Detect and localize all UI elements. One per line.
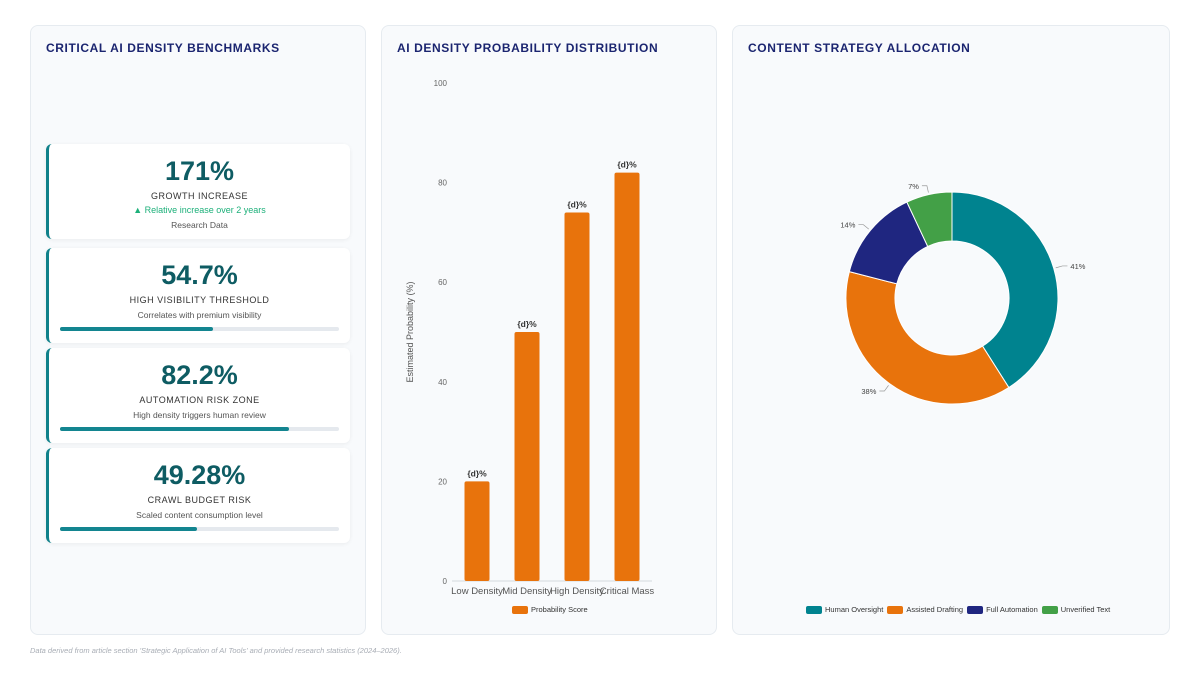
donut-label-leader bbox=[879, 385, 889, 392]
donut-label-leader bbox=[921, 185, 929, 193]
progress-fill bbox=[60, 327, 213, 331]
card-subtitle: Scaled content consumption level bbox=[136, 510, 263, 520]
legend-label: Assisted Drafting bbox=[906, 605, 964, 614]
card-value: 54.7% bbox=[161, 260, 238, 290]
progress-fill bbox=[60, 527, 198, 531]
y-tick-label: 40 bbox=[438, 378, 447, 387]
bar-2 bbox=[514, 332, 540, 581]
donut-data-label: 38% bbox=[861, 387, 876, 396]
donut-label-leader bbox=[858, 224, 870, 230]
bar-4 bbox=[614, 172, 640, 581]
footer-note: Data derived from article section 'Strat… bbox=[30, 646, 402, 655]
card-label: CRAWL BUDGET RISK bbox=[147, 495, 252, 505]
progress-track bbox=[60, 327, 339, 331]
legend-swatch bbox=[1041, 605, 1058, 614]
donut-chart: 41% 38% 14% 7% bbox=[840, 182, 1086, 405]
card-label: AUTOMATION RISK ZONE bbox=[139, 395, 260, 405]
benchmarks-panel: CRITICAL AI DENSITY BENCHMARKS 171% GROW… bbox=[30, 25, 366, 635]
benchmarks-title: CRITICAL AI DENSITY BENCHMARKS bbox=[46, 41, 280, 55]
legend-item-unverified-text: Unverified Text bbox=[1041, 605, 1111, 614]
legend-label: Full Automation bbox=[986, 605, 1038, 614]
y-tick-label: 0 bbox=[443, 577, 448, 586]
donut-slice-1 bbox=[951, 191, 1059, 389]
automation-card: 82.2% AUTOMATION RISK ZONE High density … bbox=[46, 348, 350, 443]
bar-chart: 0 20 40 60 80 100 Estimated Probability (%) {d}… bbox=[405, 79, 655, 597]
donut-slice-4 bbox=[906, 191, 953, 248]
bar-data-label: {d}% bbox=[517, 319, 537, 329]
donut-slice-2 bbox=[845, 271, 1010, 405]
card-label: HIGH VISIBILITY THRESHOLD bbox=[129, 295, 270, 305]
progress-fill bbox=[60, 427, 290, 431]
bar-data-label: {d}% bbox=[617, 160, 637, 170]
donut-legend: Human Oversight Assisted Drafting Full A… bbox=[806, 605, 1114, 614]
card-subtitle: High density triggers human review bbox=[133, 410, 266, 420]
legend-item-full-automation: Full Automation bbox=[967, 605, 1038, 614]
card-label: GROWTH INCREASE bbox=[150, 191, 248, 201]
legend-item-assisted-drafting: Assisted Drafting bbox=[887, 605, 963, 614]
allocation-title: CONTENT STRATEGY ALLOCATION bbox=[748, 41, 971, 55]
legend-swatch bbox=[887, 605, 904, 614]
donut-data-label: 7% bbox=[908, 182, 919, 191]
card-value: 49.28% bbox=[153, 460, 246, 490]
trend-indicator: ▲ Relative increase over 2 years bbox=[133, 205, 266, 215]
legend-swatch bbox=[967, 605, 984, 614]
allocation-panel: CONTENT STRATEGY ALLOCATION 41% 38% 14% 7% … bbox=[732, 25, 1170, 635]
bar-legend: Probability Score bbox=[512, 605, 588, 614]
growth-card: 171% GROWTH INCREASE ▲ Relative increase… bbox=[46, 144, 350, 239]
card-source: Research Data bbox=[171, 220, 228, 230]
bar-data-label: {d}% bbox=[567, 199, 587, 209]
bar-3 bbox=[564, 212, 590, 582]
legend-swatch bbox=[806, 605, 822, 614]
y-tick-label: 100 bbox=[434, 79, 448, 88]
card-value: 171% bbox=[164, 156, 235, 186]
distribution-panel: AI DENSITY PROBABILITY DISTRIBUTION 0 20 4… bbox=[381, 25, 717, 635]
card-subtitle: Correlates with premium visibility bbox=[137, 310, 262, 320]
card-value: 82.2% bbox=[161, 360, 238, 390]
donut-label-leader bbox=[1055, 265, 1068, 269]
legend-swatch-probability bbox=[512, 605, 528, 614]
y-tick-label: 20 bbox=[438, 477, 447, 486]
legend-label: Human Oversight bbox=[825, 605, 884, 614]
legend-label: Unverified Text bbox=[1060, 605, 1111, 614]
progress-track bbox=[60, 527, 339, 531]
donut-data-label: 14% bbox=[840, 221, 855, 230]
visibility-card: 54.7% HIGH VISIBILITY THRESHOLD Correlat… bbox=[46, 248, 350, 343]
x-tick-label: Mid Density bbox=[502, 586, 552, 597]
y-axis-label: Estimated Probability (%) bbox=[405, 281, 415, 382]
donut-data-label: 41% bbox=[1070, 262, 1085, 271]
progress-track bbox=[60, 427, 339, 431]
x-tick-label: Critical Mass bbox=[600, 586, 655, 597]
legend-label-probability: Probability Score bbox=[531, 605, 588, 614]
distribution-title: AI DENSITY PROBABILITY DISTRIBUTION bbox=[397, 41, 659, 55]
legend-item-human-oversight: Human Oversight bbox=[806, 605, 883, 614]
crawl-card: 49.28% CRAWL BUDGET RISK Scaled content … bbox=[46, 448, 350, 543]
bar-1 bbox=[464, 481, 490, 581]
bar-data-label: {d}% bbox=[467, 468, 487, 478]
x-tick-label: Low Density bbox=[451, 586, 503, 597]
y-tick-label: 60 bbox=[438, 278, 447, 287]
y-tick-label: 80 bbox=[438, 179, 447, 188]
x-tick-label: High Density bbox=[550, 586, 604, 597]
